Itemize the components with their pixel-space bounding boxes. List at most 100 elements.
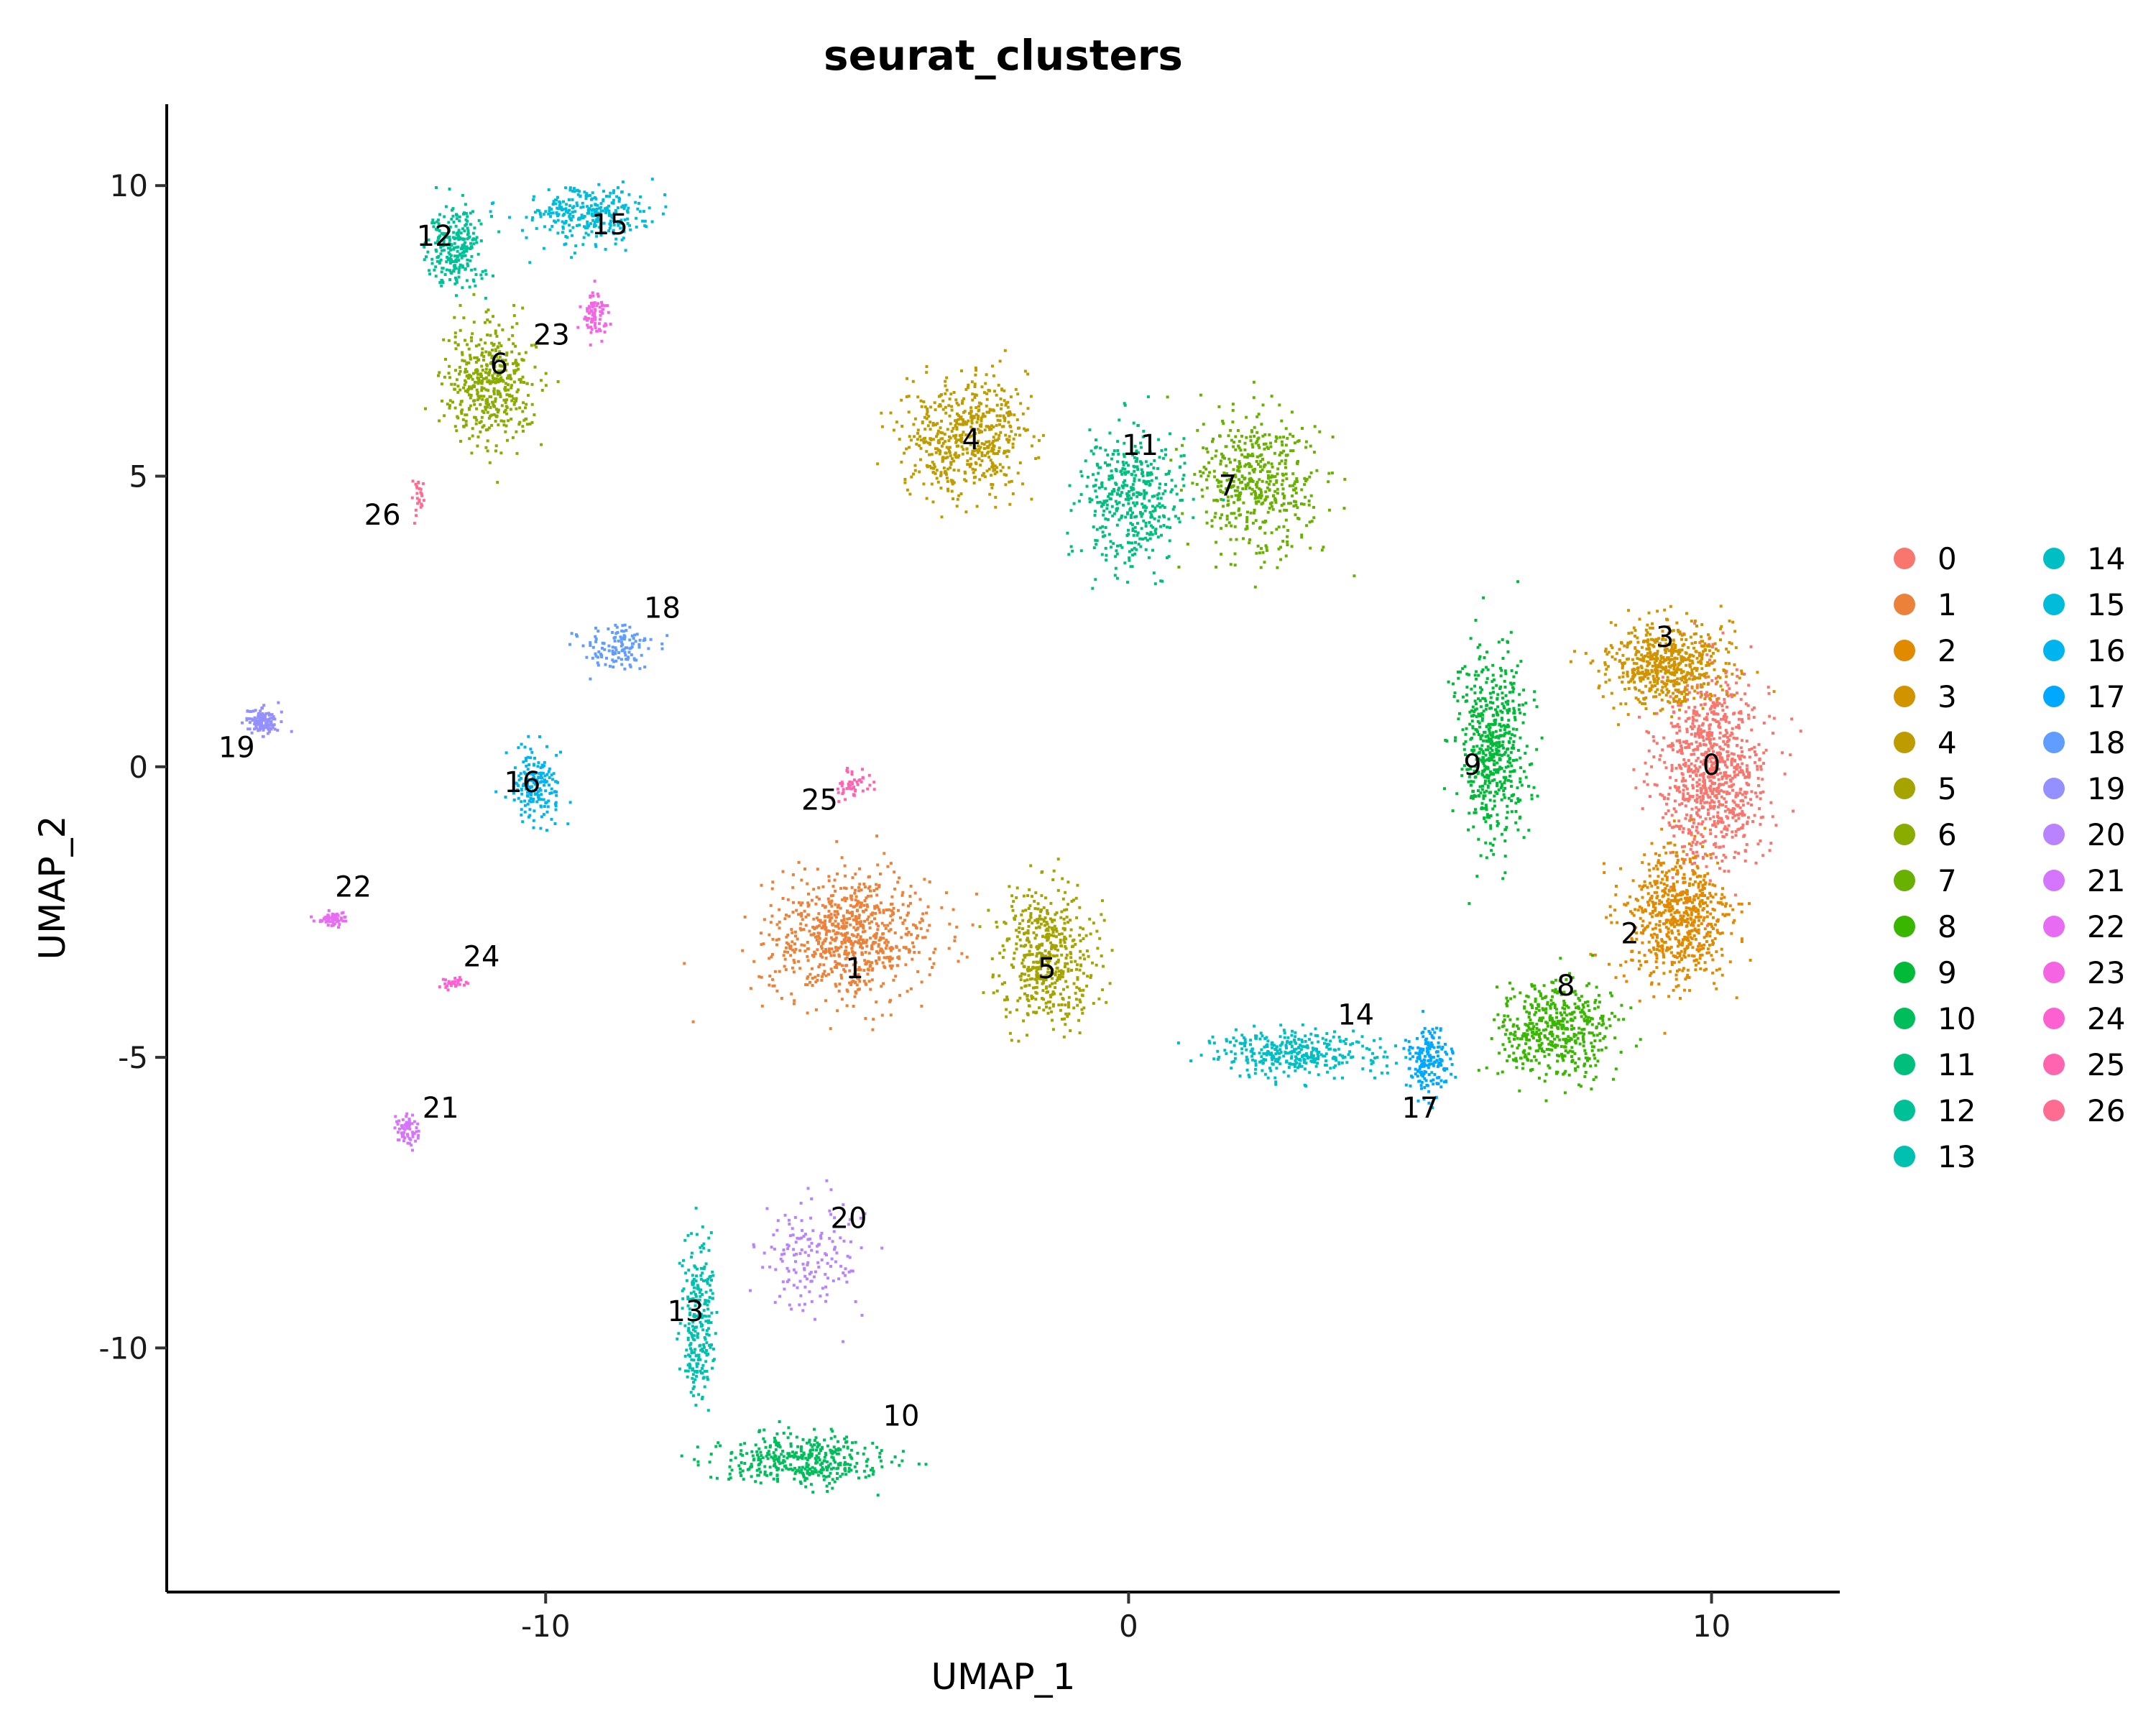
cluster-label-5: 5 bbox=[1038, 952, 1056, 985]
legend-swatch-18 bbox=[2043, 732, 2065, 753]
legend-label-17: 17 bbox=[2087, 679, 2125, 714]
legend-label-25: 25 bbox=[2087, 1047, 2125, 1082]
legend-swatch-9 bbox=[1894, 962, 1915, 983]
cluster-18-points bbox=[568, 623, 669, 681]
scatter-points bbox=[241, 178, 1802, 1497]
cluster-20-points bbox=[749, 1179, 884, 1343]
cluster-9-points bbox=[1443, 580, 1544, 906]
legend-label-0: 0 bbox=[1938, 541, 1957, 576]
legend-label-11: 11 bbox=[1938, 1047, 1976, 1082]
cluster-label-24: 24 bbox=[464, 941, 500, 974]
legend-swatch-23 bbox=[2043, 962, 2065, 983]
y-tick-label: -10 bbox=[98, 1330, 148, 1366]
legend-swatch-4 bbox=[1894, 732, 1915, 753]
cluster-2-points bbox=[1589, 818, 1752, 1035]
cluster-label-15: 15 bbox=[591, 208, 628, 242]
legend-label-21: 21 bbox=[2087, 863, 2125, 898]
cluster-label-3: 3 bbox=[1656, 621, 1674, 654]
legend-swatch-8 bbox=[1894, 916, 1915, 937]
cluster-21-points bbox=[393, 1112, 420, 1152]
cluster-10-points bbox=[680, 1420, 928, 1497]
legend-label-19: 19 bbox=[2087, 771, 2125, 806]
cluster-label-2: 2 bbox=[1621, 917, 1639, 950]
legend-label-10: 10 bbox=[1938, 1001, 1976, 1036]
cluster-label-14: 14 bbox=[1337, 999, 1374, 1032]
legend-label-14: 14 bbox=[2087, 541, 2125, 576]
cluster-23-points bbox=[576, 280, 612, 346]
legend-swatch-13 bbox=[1894, 1146, 1915, 1167]
cluster-4-points bbox=[876, 349, 1045, 519]
cluster-label-20: 20 bbox=[831, 1202, 867, 1236]
cluster-25-points bbox=[830, 766, 876, 804]
cluster-label-22: 22 bbox=[335, 871, 372, 904]
legend-swatch-1 bbox=[1894, 594, 1915, 615]
legend-label-18: 18 bbox=[2087, 725, 2125, 760]
cluster-label-23: 23 bbox=[533, 318, 570, 351]
legend-swatch-2 bbox=[1894, 640, 1915, 661]
legend-swatch-12 bbox=[1894, 1100, 1915, 1121]
legend-swatch-7 bbox=[1894, 870, 1915, 891]
cluster-label-9: 9 bbox=[1463, 749, 1481, 782]
legend-swatch-26 bbox=[2043, 1100, 2065, 1121]
y-tick-label: -5 bbox=[118, 1040, 148, 1075]
cluster-label-19: 19 bbox=[218, 732, 255, 765]
x-tick-label: -10 bbox=[521, 1609, 571, 1644]
legend-swatch-21 bbox=[2043, 870, 2065, 891]
cluster-1-points bbox=[683, 834, 978, 1031]
legend-label-8: 8 bbox=[1938, 909, 1957, 944]
legend-label-3: 3 bbox=[1938, 679, 1957, 714]
x-tick-label: 0 bbox=[1119, 1609, 1138, 1644]
legend-swatch-20 bbox=[2043, 824, 2065, 845]
legend-label-9: 9 bbox=[1938, 955, 1957, 990]
cluster-15-points bbox=[489, 178, 668, 264]
cluster-11-points bbox=[1066, 395, 1225, 590]
legend-swatch-5 bbox=[1894, 778, 1915, 799]
cluster-7-points bbox=[1166, 380, 1356, 589]
cluster-label-7: 7 bbox=[1219, 470, 1237, 503]
legend-swatch-22 bbox=[2043, 916, 2065, 937]
cluster-label-13: 13 bbox=[667, 1295, 704, 1328]
legend-swatch-17 bbox=[2043, 686, 2065, 707]
cluster-labels: 0123456789101112131415161718192021222324… bbox=[218, 208, 1720, 1433]
cluster-17-points bbox=[1402, 1010, 1457, 1110]
legend-label-23: 23 bbox=[2087, 955, 2125, 990]
cluster-0-points bbox=[1632, 622, 1802, 927]
cluster-label-26: 26 bbox=[364, 499, 401, 532]
y-tick-label: 10 bbox=[110, 168, 148, 203]
legend-swatch-15 bbox=[2043, 594, 2065, 615]
cluster-label-12: 12 bbox=[417, 220, 453, 253]
legend-label-7: 7 bbox=[1938, 863, 1957, 898]
cluster-5-points bbox=[978, 857, 1114, 1043]
cluster-label-1: 1 bbox=[845, 952, 863, 985]
legend-label-13: 13 bbox=[1938, 1139, 1976, 1174]
legend-label-5: 5 bbox=[1938, 771, 1957, 806]
cluster-26-points bbox=[410, 479, 425, 525]
cluster-label-18: 18 bbox=[644, 592, 681, 625]
y-tick-label: 0 bbox=[129, 750, 148, 785]
cluster-label-16: 16 bbox=[504, 766, 540, 799]
cluster-12-points bbox=[423, 186, 501, 300]
cluster-label-10: 10 bbox=[883, 1399, 920, 1432]
legend-label-1: 1 bbox=[1938, 587, 1957, 622]
legend-swatch-14 bbox=[2043, 548, 2065, 569]
cluster-24-points bbox=[438, 976, 469, 992]
cluster-22-points bbox=[310, 908, 348, 929]
legend-label-6: 6 bbox=[1938, 817, 1957, 852]
cluster-19-points bbox=[241, 701, 293, 738]
cluster-label-25: 25 bbox=[801, 783, 838, 816]
legend-label-12: 12 bbox=[1938, 1093, 1976, 1128]
legend: 0123456789101112131415161718192021222324… bbox=[1894, 541, 2125, 1174]
cluster-3-points bbox=[1569, 604, 1776, 727]
x-axis-title: UMAP_1 bbox=[931, 1656, 1076, 1698]
y-tick-label: 5 bbox=[129, 459, 148, 494]
legend-swatch-3 bbox=[1894, 686, 1915, 707]
legend-swatch-10 bbox=[1894, 1008, 1915, 1029]
x-tick-label: 10 bbox=[1692, 1609, 1731, 1644]
legend-label-24: 24 bbox=[2087, 1001, 2125, 1036]
legend-label-26: 26 bbox=[2087, 1093, 2125, 1128]
cluster-13-points bbox=[676, 1206, 719, 1412]
axes: -10 0 10 -10 -5 0 5 10 bbox=[98, 104, 1840, 1644]
y-axis-title: UMAP_2 bbox=[32, 816, 73, 960]
legend-swatch-6 bbox=[1894, 824, 1915, 845]
